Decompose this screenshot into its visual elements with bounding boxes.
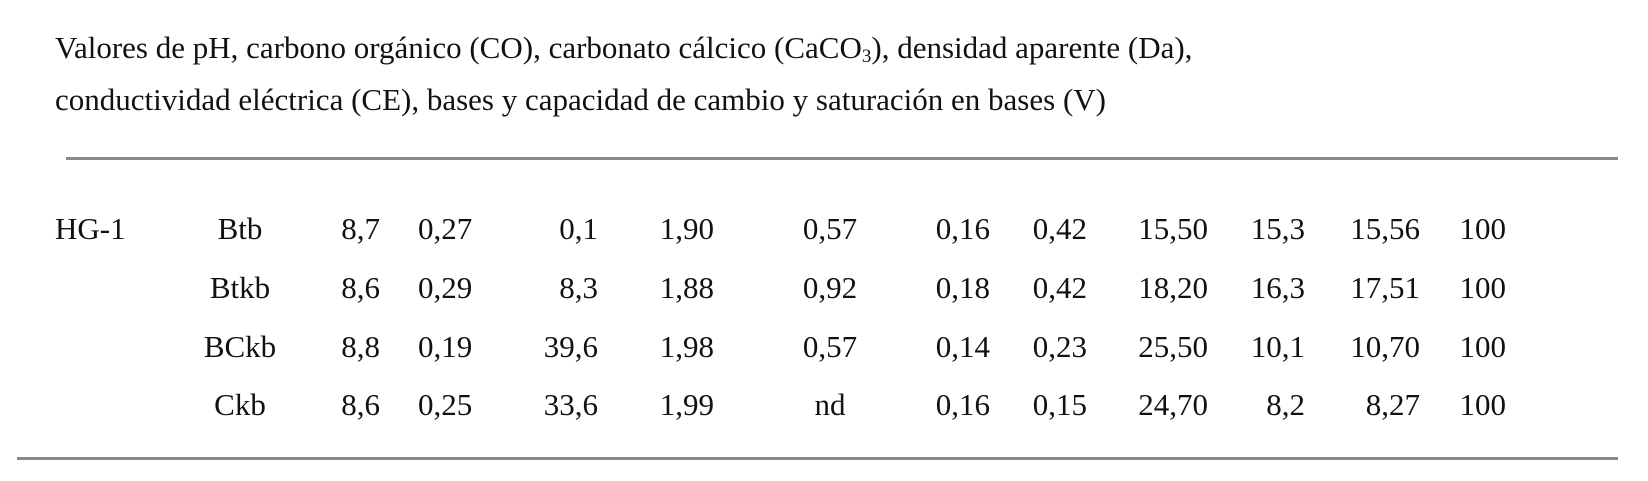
table-cell-r2-c2: Btkb (209, 270, 271, 305)
table-cell-r4-c13: 100 (1459, 387, 1507, 422)
table-cell-r4-c8: 0,16 (935, 387, 990, 422)
table-cell-r2-c3: 8,6 (341, 270, 380, 305)
table-cell-r3-c5: 39,6 (543, 329, 598, 364)
table-cell-r1-c5: 0,1 (559, 211, 598, 246)
table-cell-r4-c2: Ckb (214, 387, 266, 422)
caption-line-2: conductividad eléctrica (CE), bases y ca… (55, 82, 1106, 117)
caption-subscript: 3 (861, 46, 872, 67)
table-cell-r4-c6: 1,99 (659, 387, 714, 422)
table-cell-r1-c4: 0,27 (418, 211, 473, 246)
table-cell-r3-c7: 0,57 (802, 329, 858, 364)
table-cell-r4-c12: 8,27 (1365, 387, 1420, 422)
table-cell-r1-c8: 0,16 (935, 211, 990, 246)
table-cell-r3-c13: 100 (1459, 329, 1507, 364)
table-cell-r4-c4: 0,25 (418, 387, 473, 422)
table-cell-r1-c12: 15,56 (1350, 211, 1420, 246)
table-cell-r1-c6: 1,90 (659, 211, 714, 246)
table-cell-r4-c3: 8,6 (341, 387, 380, 422)
table-cell-r1-c3: 8,7 (341, 211, 380, 246)
table-cell-r4-c10: 24,70 (1138, 387, 1208, 422)
table-cell-r3-c4: 0,19 (418, 329, 473, 364)
table-bottom-rule (17, 457, 1618, 460)
table-cell-r1-c7: 0,57 (802, 211, 858, 246)
caption-text-part-2: ), densidad aparente (Da), (871, 30, 1193, 65)
table-cell-r2-c7: 0,92 (802, 270, 858, 305)
table-cell-r3-c3: 8,8 (341, 329, 380, 364)
table-cell-r2-c9: 0,42 (1032, 270, 1087, 305)
table-cell-r2-c8: 0,18 (935, 270, 990, 305)
caption-text-part-1: Valores de pH, carbono orgánico (CO), ca… (55, 30, 862, 65)
table-cell-r4-c11: 8,2 (1266, 387, 1305, 422)
table-cell-r2-c10: 18,20 (1138, 270, 1208, 305)
table-cell-r2-c5: 8,3 (559, 270, 598, 305)
table-cell-r2-c13: 100 (1459, 270, 1507, 305)
table-caption: Valores de pH, carbono orgánico (CO), ca… (55, 22, 1615, 126)
table-cell-r3-c8: 0,14 (935, 329, 990, 364)
table-cell-r4-c5: 33,6 (543, 387, 598, 422)
table-cell-r1-c13: 100 (1459, 211, 1507, 246)
table-cell-r3-c2: BCkb (203, 329, 277, 364)
table-cell-r1-c2: Btb (217, 211, 263, 246)
table-cell-r3-c10: 25,50 (1138, 329, 1208, 364)
table-cell-r2-c12: 17,51 (1350, 270, 1420, 305)
table-cell-r1-c9: 0,42 (1032, 211, 1087, 246)
table-cell-r3-c6: 1,98 (659, 329, 714, 364)
caption-line-1: Valores de pH, carbono orgánico (CO), ca… (55, 22, 1615, 74)
table-cell-r3-c12: 10,70 (1350, 329, 1420, 364)
table-cell-r2-c6: 1,88 (659, 270, 714, 305)
table-cell-r2-c4: 0,29 (418, 270, 473, 305)
table-cell-r2-c11: 16,3 (1250, 270, 1305, 305)
table-cell-r1-c1: HG-1 (55, 211, 126, 246)
table-cell-r4-c9: 0,15 (1032, 387, 1087, 422)
table-cell-r4-c7: nd (814, 387, 846, 422)
table-cell-r1-c10: 15,50 (1138, 211, 1208, 246)
table-cell-r3-c11: 10,1 (1250, 329, 1305, 364)
table-cell-r1-c11: 15,3 (1250, 211, 1305, 246)
table-top-rule (66, 157, 1618, 160)
table-cell-r3-c9: 0,23 (1032, 329, 1087, 364)
